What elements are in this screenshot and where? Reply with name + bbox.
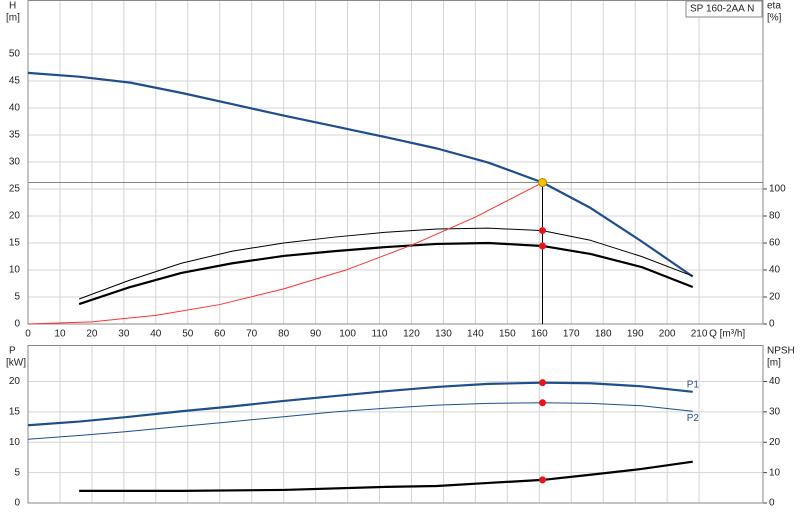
y-tick-label: 50 xyxy=(9,49,21,60)
y-tick-label: 15 xyxy=(9,406,21,417)
annotation: SP 160-2AA N xyxy=(690,4,754,15)
x-tick-label: 80 xyxy=(278,329,290,340)
x-tick-label: 160 xyxy=(531,329,548,340)
x-axis-label: Q [m³/h] xyxy=(709,329,745,340)
y-tick-label: 0 xyxy=(14,498,20,509)
annotation-box xyxy=(685,0,763,18)
y2-tick-label: 40 xyxy=(769,376,781,387)
y-axis-label: H xyxy=(9,1,16,12)
x-tick-label: 170 xyxy=(563,329,580,340)
y-tick-label: 45 xyxy=(9,76,21,87)
x-tick-label: 30 xyxy=(118,329,130,340)
y2-tick-label: 80 xyxy=(769,211,781,222)
x-tick-label: 180 xyxy=(595,329,612,340)
y-tick-label: 20 xyxy=(9,376,21,387)
y-tick-label: 35 xyxy=(9,130,21,141)
x-tick-label: 40 xyxy=(150,329,162,340)
marker xyxy=(539,242,546,250)
plot-frame xyxy=(27,345,764,504)
marker xyxy=(539,399,546,407)
x-tick-label: 50 xyxy=(182,329,194,340)
y2-tick-label: 10 xyxy=(769,467,781,478)
x-tick-label: 10 xyxy=(54,329,66,340)
y2-tick-label: 100 xyxy=(769,184,786,195)
plot-frame xyxy=(27,0,764,325)
duty-point xyxy=(538,178,547,188)
y-axis-unit: [kW] xyxy=(6,358,26,369)
marker xyxy=(539,379,546,387)
y-tick-label: 5 xyxy=(14,467,20,478)
y-tick-label: 40 xyxy=(9,103,21,114)
curve xyxy=(78,227,693,300)
y2-tick-label: 60 xyxy=(769,238,781,249)
y-tick-label: 20 xyxy=(9,211,21,222)
legend-label: P2 xyxy=(687,413,700,424)
x-tick-label: 20 xyxy=(86,329,98,340)
x-tick-label: 60 xyxy=(214,329,226,340)
x-tick-label: 110 xyxy=(372,329,388,340)
legend-label: P1 xyxy=(687,379,700,390)
marker xyxy=(539,476,546,484)
y-tick-label: 15 xyxy=(9,238,21,249)
x-tick-label: 70 xyxy=(246,329,258,340)
y2-tick-label: 20 xyxy=(769,292,781,303)
curve xyxy=(78,241,694,306)
curve xyxy=(27,182,543,325)
x-tick-label: 90 xyxy=(310,329,322,340)
y2-tick-label: 0 xyxy=(769,319,775,330)
y2-tick-label: 20 xyxy=(769,437,781,448)
curve xyxy=(27,381,693,427)
y-axis-unit: [m] xyxy=(6,13,20,24)
x-tick-label: 140 xyxy=(467,329,484,340)
y2-tick-label: 40 xyxy=(769,265,781,276)
x-tick-label: 0 xyxy=(25,329,31,340)
marker xyxy=(539,227,546,235)
y2-axis-unit: [m] xyxy=(767,358,781,369)
y-tick-label: 25 xyxy=(9,184,21,195)
curve xyxy=(27,71,694,278)
y-tick-label: 0 xyxy=(14,319,20,330)
x-tick-label: 200 xyxy=(659,329,676,340)
y-tick-label: 10 xyxy=(9,437,21,448)
curve xyxy=(27,402,693,440)
y2-tick-label: 0 xyxy=(769,498,775,509)
y-tick-label: 5 xyxy=(14,292,20,303)
x-tick-label: 210 xyxy=(691,329,708,340)
curve xyxy=(79,460,693,492)
x-tick-label: 120 xyxy=(403,329,420,340)
y2-axis-label: NPSH xyxy=(767,346,795,357)
x-tick-label: 100 xyxy=(339,329,356,340)
y2-tick-label: 30 xyxy=(769,406,781,417)
y-tick-label: 10 xyxy=(9,265,21,276)
y2-axis-label: eta xyxy=(767,1,781,12)
x-tick-label: 130 xyxy=(435,329,452,340)
y2-axis-unit: [%] xyxy=(767,13,782,24)
y-axis-label: P xyxy=(9,346,16,357)
x-tick-label: 150 xyxy=(499,329,516,340)
y-tick-label: 30 xyxy=(9,157,21,168)
x-tick-label: 190 xyxy=(627,329,644,340)
